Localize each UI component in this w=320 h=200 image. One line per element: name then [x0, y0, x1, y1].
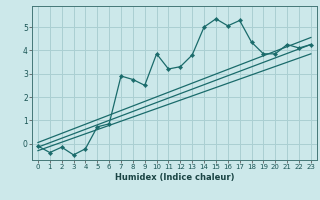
X-axis label: Humidex (Indice chaleur): Humidex (Indice chaleur) — [115, 173, 234, 182]
